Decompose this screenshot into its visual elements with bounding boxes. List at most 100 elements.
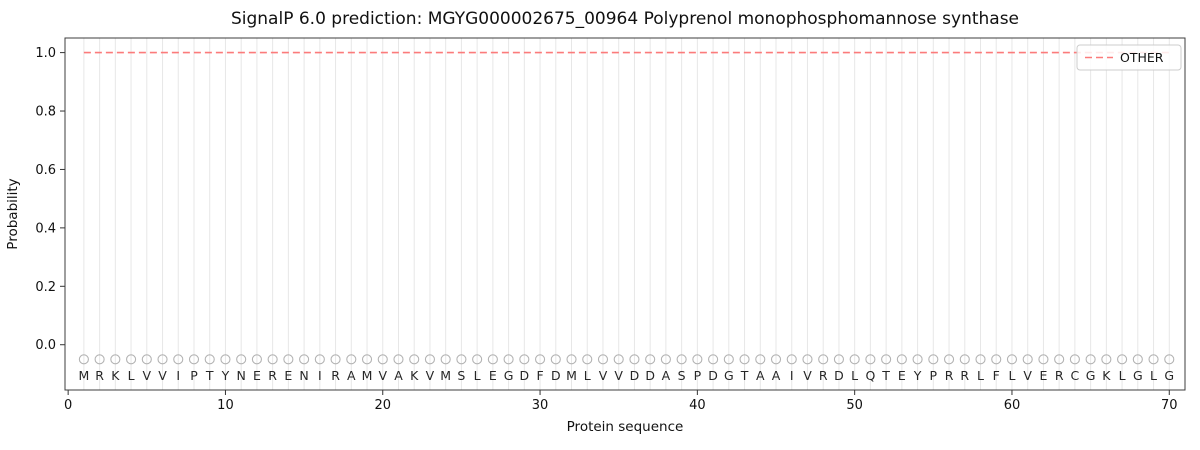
residue-letter: K [111,368,120,383]
residue-letter: L [128,368,135,383]
residue-letter: E [284,368,292,383]
y-tick-label: 0.6 [35,163,56,178]
residue-letter: D [630,368,640,383]
residue-letter: V [143,368,152,383]
residue-letter: A [772,368,781,383]
residue-marker [881,354,892,365]
residue-letter: G [504,368,514,383]
residue-letter: G [1133,368,1143,383]
residue-marker [645,354,656,365]
residue-marker [141,354,152,365]
axis-ticks-layer: 0 10 20 30 40 50 60 70 0.0 0.2 0.4 0.6 0.8 1.0 [35,46,1177,413]
residue-letter: R [95,368,104,383]
residue-marker [708,354,719,365]
residue-marker [173,354,184,365]
residue-marker [739,354,750,365]
residue-marker [1006,354,1018,365]
residue-marker [361,354,373,365]
residue-marker [503,354,514,365]
y-tick-label: 0.0 [35,338,56,353]
residue-letter: M [78,368,89,383]
residue-letter: I [790,368,794,383]
residue-marker [126,354,137,365]
residue-marker [94,354,105,365]
residue-letter: N [237,368,246,383]
residue-letter: C [1071,368,1080,383]
residue-marker [535,354,546,365]
residue-marker [1117,354,1128,365]
residue-marker [676,354,687,365]
residue-letter: L [474,368,481,383]
residue-letter: M [440,368,451,383]
residue-letter: R [1055,368,1064,383]
residue-marker [472,354,483,365]
residue-marker [409,354,420,365]
residue-marker [157,354,168,365]
residue-marker [1101,354,1112,365]
legend-label: OTHER [1120,50,1164,65]
x-tick-label: 30 [532,398,549,413]
residue-marker [786,354,797,365]
residue-letter: T [205,368,214,383]
residue-letter: D [520,368,530,383]
residue-marker [865,354,876,365]
x-axis-label: Protein sequence [567,419,684,435]
residue-marker [975,354,986,365]
residue-marker [723,354,734,365]
residue-letter: E [1039,368,1047,383]
residue-letter: V [1023,368,1032,383]
residue-letter: A [347,368,356,383]
residue-marker [283,354,294,365]
residue-letter: Y [221,368,230,383]
residue-marker [660,354,671,365]
residue-letter: D [645,368,655,383]
residue-letter: V [803,368,812,383]
residue-letter: V [158,368,167,383]
residue-marker [550,354,561,365]
residue-marker [1069,354,1080,365]
residue-letter: V [426,368,435,383]
residue-marker [943,354,955,365]
residue-letter: D [551,368,561,383]
residue-letter: R [268,368,277,383]
residue-letter: P [930,368,938,383]
residue-marker [346,354,357,365]
x-tick-label: 70 [1161,398,1178,413]
residue-letter: P [694,368,702,383]
residue-letter: G [1164,368,1174,383]
x-tick-label: 50 [846,398,863,413]
x-tick-label: 20 [374,398,391,413]
residue-letter: A [394,368,403,383]
y-tick-label: 1.0 [35,46,56,61]
residue-letter: G [724,368,734,383]
residue-letter: L [1150,368,1157,383]
y-tick-label: 0.4 [35,221,56,236]
residue-letter: R [819,368,828,383]
residue-letter: T [881,368,890,383]
residue-marker [959,354,970,365]
residue-letter: I [176,368,180,383]
residue-marker [1038,354,1049,365]
residue-letter: R [960,368,969,383]
residue-letter: D [708,368,718,383]
residue-letter: S [678,368,686,383]
residue-marker [1085,354,1096,365]
residue-marker [424,354,435,365]
residue-letter: F [993,368,1000,383]
x-tick-label: 60 [1004,398,1021,413]
residue-letter: L [584,368,591,383]
residue-marker [299,354,310,365]
x-tick-label: 0 [64,398,72,413]
residue-letter: L [851,368,858,383]
residue-letter: M [566,368,577,383]
residue-letter: T [740,368,749,383]
residue-marker [597,354,609,365]
y-tick-label: 0.2 [35,280,56,295]
residue-letter: V [378,368,387,383]
residue-marker [1022,354,1033,365]
residue-letter: K [1102,368,1111,383]
residue-letter: V [614,368,623,383]
residue-letter: V [599,368,608,383]
